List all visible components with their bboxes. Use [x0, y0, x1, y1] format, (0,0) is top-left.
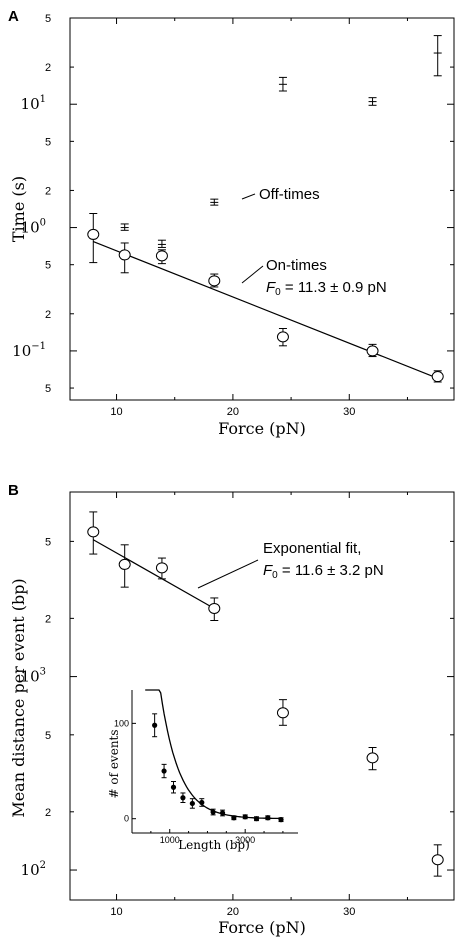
panel-a-x-tick-label: 10 [110, 406, 122, 418]
on-times-point [208, 275, 221, 287]
distance-point [366, 752, 379, 764]
exponential-fit-label: Exponential fit, [263, 540, 361, 557]
on-times-point [118, 249, 131, 261]
on-times-leader-line [241, 265, 264, 284]
distance-point [87, 526, 100, 538]
panel-a-y-tick-exponent: 1 [40, 94, 46, 105]
inset-x-tick-label: 1000 [160, 835, 180, 845]
inset-x-axis-title: Length (bp) [178, 838, 250, 852]
panel-b-y-tick-label: 5 [45, 730, 51, 742]
panel-b-y-tick-label: 2 [45, 807, 51, 819]
inset-point [161, 768, 167, 774]
panel-a-x-tick-label: 20 [227, 406, 239, 418]
exponential-fit-leader-line [197, 559, 259, 589]
inset-point [278, 817, 284, 823]
inset-fit-curve [145, 689, 283, 820]
inset-y-axis-title: # of events [107, 729, 121, 798]
panel-b-fit-f0-label: F0 = 11.6 ± 3.2 pN [263, 562, 384, 581]
inset-point [242, 814, 248, 820]
inset-histogram: 1000 3000 0 100 Length (bp) # of events [107, 689, 298, 852]
inset-plot-area [145, 689, 284, 823]
panel-b-x-ticks: 10 20 30 [110, 492, 408, 918]
panel-b: B 10 20 30 2 5 10 3 2 5 102 Force (pN) Mean dist… [8, 482, 455, 937]
inset-point [265, 815, 271, 821]
panel-a-y-tick-label: 10−1 [12, 341, 46, 360]
panel-a-y-tick-label: 5 [45, 383, 51, 395]
off-times-leader-line [241, 193, 256, 200]
panel-b-fit-f0-value: = 11.6 ± 3.2 pN [278, 562, 384, 579]
inset-y-tick-label: 100 [114, 718, 129, 728]
panel-b-y-tick-exponent: 2 [40, 860, 46, 871]
panel-a-frame [69, 17, 455, 401]
inset-point [152, 722, 158, 728]
inset-y-tick-label: 0 [124, 814, 129, 824]
panel-a-plot-area [87, 35, 444, 383]
panel-b-x-tick-label: 20 [227, 906, 239, 918]
off-times-label: Off-times [259, 186, 320, 203]
inset-point [199, 799, 205, 806]
panel-b-plot-area [87, 511, 444, 877]
on-times-point [87, 228, 100, 240]
distance-point [276, 707, 289, 719]
inset-point [253, 816, 260, 822]
panel-a-fit-f0-symbol: F [266, 279, 276, 296]
panel-a-y-tick-label: 2 [45, 185, 51, 197]
distance-point [118, 558, 131, 570]
inset-point [180, 795, 186, 801]
panel-a-x-ticks: 10 20 30 [110, 18, 408, 418]
panel-b-x-axis-title: Force (pN) [218, 918, 306, 937]
panel-a-y-tick-label: 5 [45, 13, 51, 25]
inset-point [189, 800, 195, 807]
panel-b-frame [69, 491, 455, 901]
on-times-point [366, 345, 379, 357]
panel-a-y-tick-label: 101 [21, 94, 46, 113]
panel-b-y-tick-label: 2 [45, 613, 51, 625]
panel-a-y-tick-exponent: 0 [40, 218, 46, 229]
inset-point [231, 815, 237, 821]
on-times-point [155, 250, 168, 262]
panel-a-fit-f0-label: F0 = 11.3 ± 0.9 pN [266, 279, 387, 298]
distance-point [431, 854, 444, 866]
panel-a-x-tick-label: 30 [343, 406, 355, 418]
on-times-point [276, 331, 289, 343]
panel-a-y-tick-label: 2 [45, 309, 51, 321]
panel-b-y-tick-label: 5 [45, 536, 51, 548]
panel-b-fit-f0-symbol: F [263, 562, 273, 579]
inset-point [210, 809, 216, 815]
on-times-point [431, 371, 444, 383]
panel-a-letter: A [8, 8, 19, 25]
panel-b-fit-f0-subscript: 0 [272, 570, 278, 581]
panel-b-x-tick-label: 30 [343, 906, 355, 918]
panel-a-fit-f0-value: = 11.3 ± 0.9 pN [281, 279, 387, 296]
on-times-label: On-times [266, 257, 327, 274]
distance-point [155, 562, 168, 574]
panel-a-y-tick-exponent: −1 [31, 341, 46, 352]
panel-a-fit-f0-subscript: 0 [275, 287, 281, 298]
panel-a-y-axis-title: Time (s) [9, 176, 28, 242]
panel-b-x-tick-label: 10 [110, 906, 122, 918]
panel-b-y-tick-exponent: 3 [40, 667, 46, 678]
inset-ticks: 1000 3000 0 100 [114, 718, 284, 845]
panel-b-letter: B [8, 482, 19, 499]
panel-a-y-tick-label: 2 [45, 62, 51, 74]
distance-point [208, 602, 221, 614]
panel-b-y-tick-label: 102 [21, 860, 46, 879]
inset-point [170, 784, 177, 790]
exponential-fit-line [92, 539, 215, 609]
panel-a-y-ticks: 5 10−1 2 5 1 0 0 2 5 101 2 5 [12, 13, 454, 395]
panel-a-y-tick-label: 5 [45, 136, 51, 148]
on-times-fit-line [93, 241, 438, 379]
panel-a-y-tick-label: 5 [45, 260, 51, 272]
panel-b-y-axis-title: Mean distance per event (bp) [9, 578, 28, 817]
inset-point [219, 810, 226, 816]
inset-x-tick-label: 3000 [235, 835, 255, 845]
panel-a-x-axis-title: Force (pN) [218, 419, 306, 438]
